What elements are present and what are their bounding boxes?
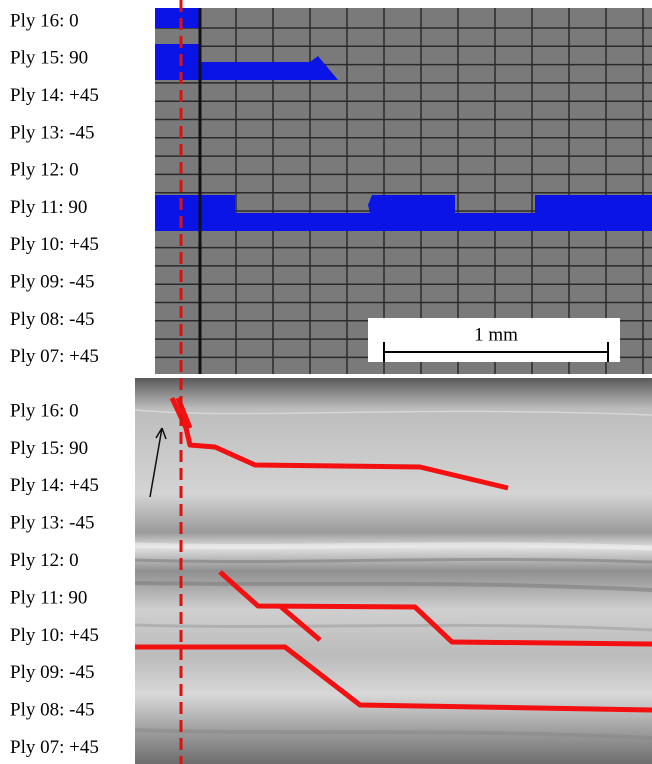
ply-label: Ply 12: 0 [10,160,79,181]
ply-label: Ply 11: 90 [10,197,87,218]
top-panel: 1 mm [155,8,652,374]
ply-label: Ply 13: -45 [10,122,94,143]
ply-label: Ply 07: +45 [10,346,99,367]
ply-label: Ply 14: +45 [10,85,99,106]
bottom-panel [135,378,652,764]
ply-label: Ply 15: 90 [10,438,88,459]
ply-label: Ply 12: 0 [10,550,79,571]
ply-label: Ply 10: +45 [10,625,99,646]
ply-region [368,195,455,213]
ply-region [155,8,200,28]
ply-label: Ply 08: -45 [10,309,94,330]
ply-label: Ply 09: -45 [10,271,94,292]
ply-region [535,195,652,213]
scale-label: 1 mm [474,324,518,345]
ply-label: Ply 10: +45 [10,234,99,255]
ply-region [155,195,235,213]
ply-label: Ply 14: +45 [10,475,99,496]
ply-region [155,44,200,62]
ply-label: Ply 16: 0 [10,10,79,31]
ply-label: Ply 08: -45 [10,700,94,721]
ply-label: Ply 16: 0 [10,400,79,421]
ply-label: Ply 11: 90 [10,587,87,608]
ply-label: Ply 15: 90 [10,48,88,69]
labels: Ply 16: 0 Ply 15: 90 Ply 14: +45 Ply 13: -4… [10,10,99,758]
ply-region [155,213,652,231]
ply-label: Ply 13: -45 [10,513,94,534]
figure: 1 mm Ply 16: 0Ply 15: 90Ply 14: +45Ply 1… [0,0,652,764]
ply-label: Ply 07: +45 [10,737,99,758]
ply-label: Ply 09: -45 [10,662,94,683]
scale-bar: 1 mm [368,318,620,362]
